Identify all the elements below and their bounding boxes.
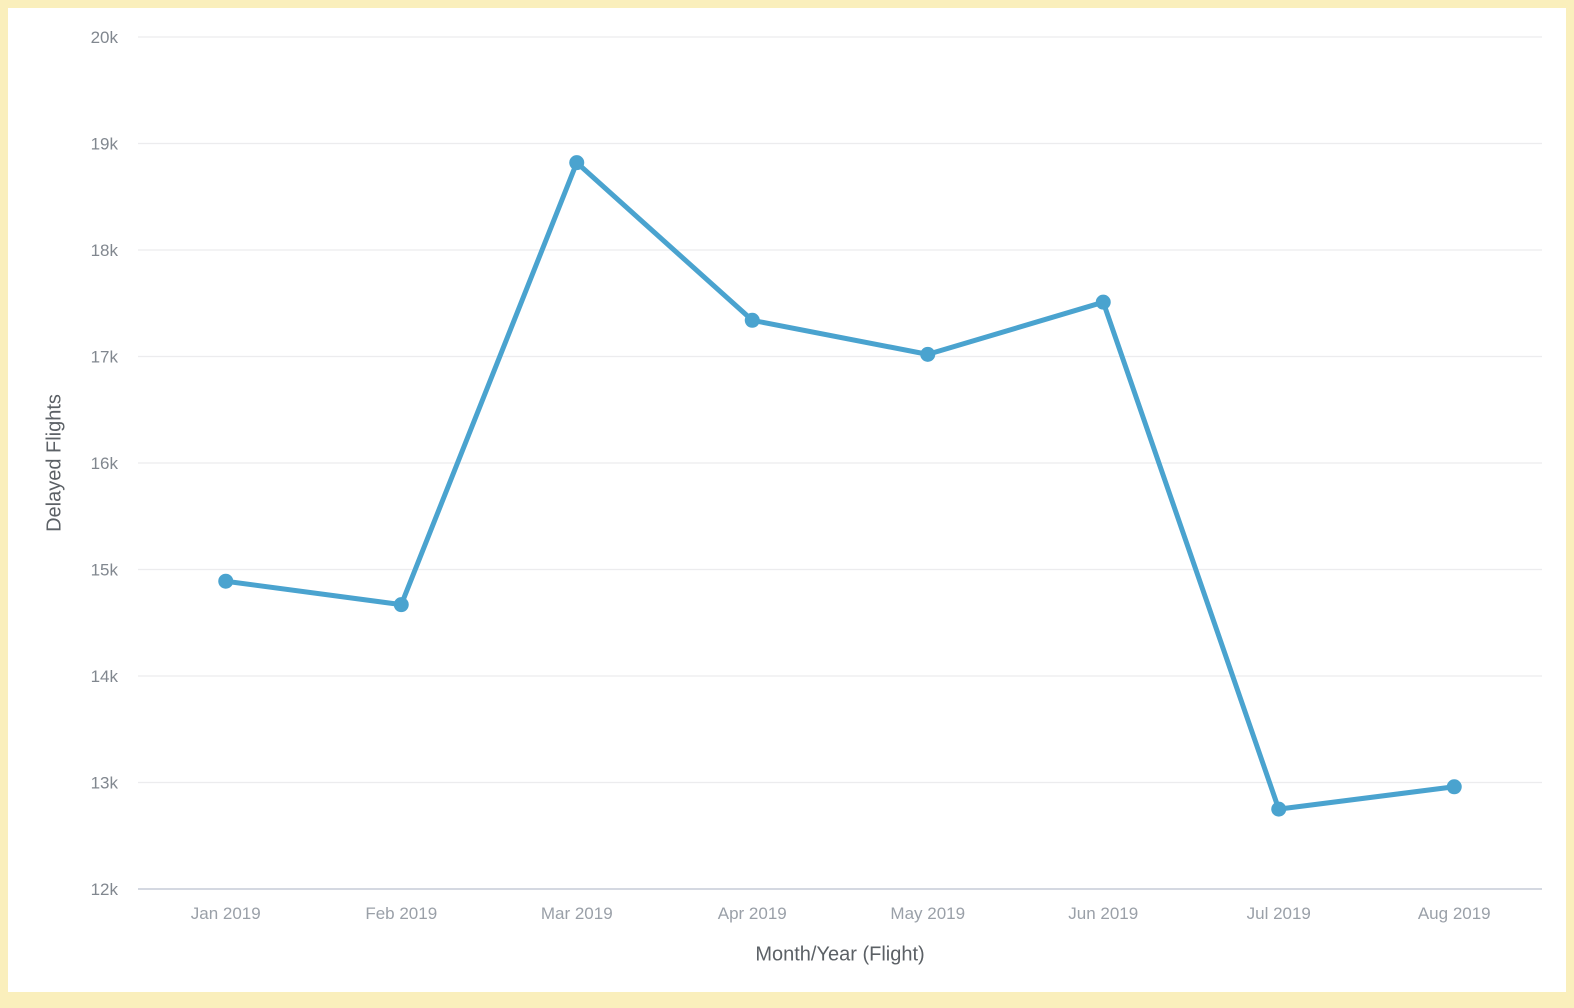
y-tick-label: 12k <box>91 880 119 899</box>
y-tick-label: 19k <box>91 135 119 154</box>
x-tick-label: Feb 2019 <box>365 904 437 923</box>
y-axis-title: Delayed Flights <box>43 394 66 532</box>
y-tick-label: 14k <box>91 667 119 686</box>
data-point-jul-2019[interactable] <box>1271 801 1287 817</box>
data-point-jan-2019[interactable] <box>218 573 234 589</box>
y-tick-label: 15k <box>91 561 119 580</box>
data-point-mar-2019[interactable] <box>569 155 585 171</box>
x-tick-label: Apr 2019 <box>718 904 787 923</box>
x-tick-label: May 2019 <box>890 904 965 923</box>
x-tick-label: Jun 2019 <box>1068 904 1138 923</box>
data-point-jun-2019[interactable] <box>1095 294 1111 310</box>
y-tick-label: 17k <box>91 348 119 367</box>
x-axis-title: Month/Year (Flight) <box>755 943 925 966</box>
data-point-apr-2019[interactable] <box>744 312 760 328</box>
x-tick-label: Jan 2019 <box>191 904 261 923</box>
y-tick-label: 13k <box>91 774 119 793</box>
y-tick-label: 16k <box>91 454 119 473</box>
data-point-aug-2019[interactable] <box>1446 779 1462 795</box>
x-tick-label: Jul 2019 <box>1247 904 1311 923</box>
x-tick-label: Aug 2019 <box>1418 904 1491 923</box>
data-point-feb-2019[interactable] <box>393 597 409 613</box>
data-point-may-2019[interactable] <box>920 346 936 362</box>
series-line <box>223 160 1457 812</box>
y-tick-label: 20k <box>91 28 119 47</box>
y-tick-label: 18k <box>91 241 119 260</box>
x-tick-label: Mar 2019 <box>541 904 613 923</box>
